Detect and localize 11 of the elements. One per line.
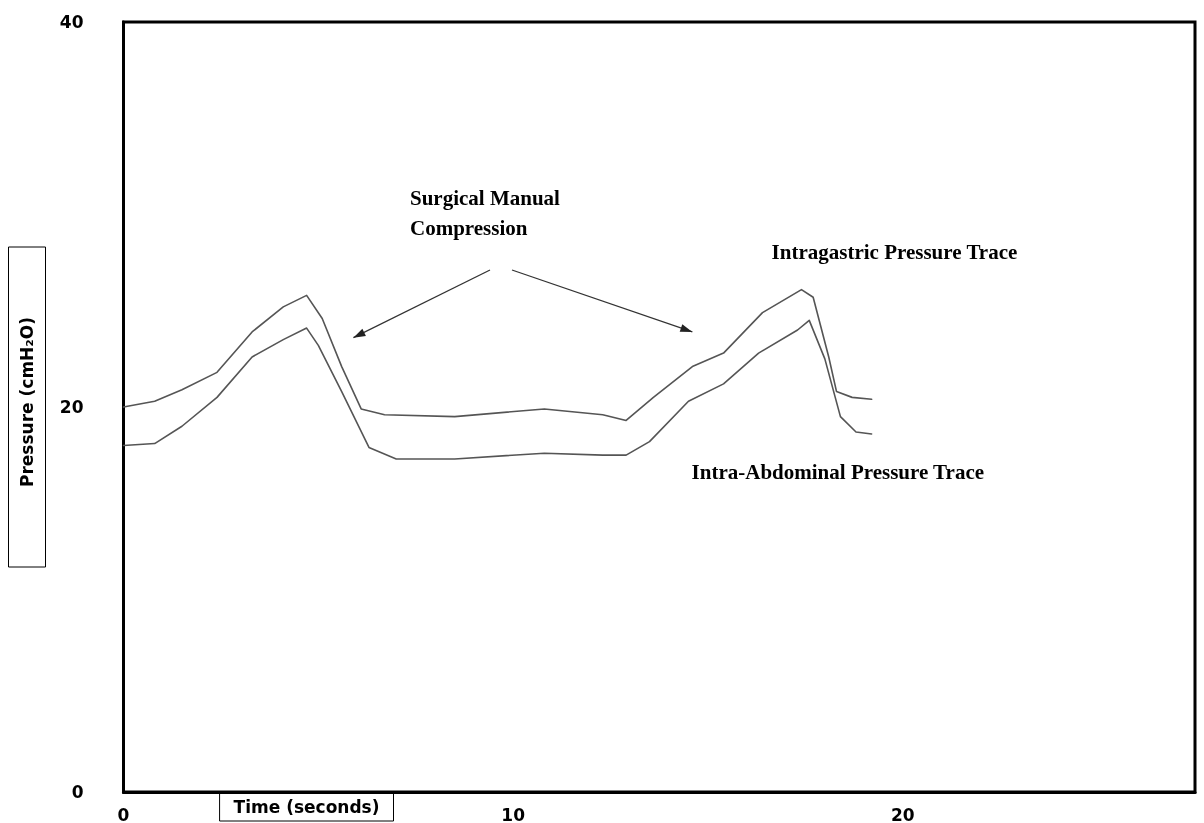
y-tick-label: 0 [71,782,84,802]
y-axis-title: Pressure (cmH₂O) [17,317,37,487]
x-tick-label: 10 [501,804,526,823]
y-tick-label: 20 [59,397,84,417]
text: Intra-Abdominal Pressure Trace [691,460,985,485]
x-tick-label: 20 [890,804,915,823]
series-label: Intragastric Pressure Trace [771,239,1018,264]
x-tick-label: 0 [117,804,130,823]
x-axis-title: Time (seconds) [233,796,380,817]
y-tick-label: 40 [59,12,84,32]
annotation: Surgical Manual Compression [410,186,561,240]
